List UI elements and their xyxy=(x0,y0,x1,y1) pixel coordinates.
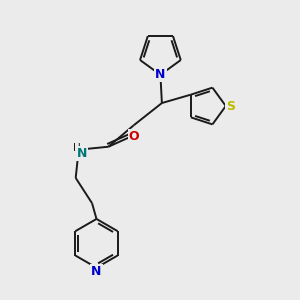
Text: N: N xyxy=(76,147,87,160)
Text: H: H xyxy=(73,143,81,153)
Text: S: S xyxy=(226,100,235,112)
Text: N: N xyxy=(155,68,166,81)
Text: N: N xyxy=(91,265,102,278)
Text: O: O xyxy=(129,130,139,143)
